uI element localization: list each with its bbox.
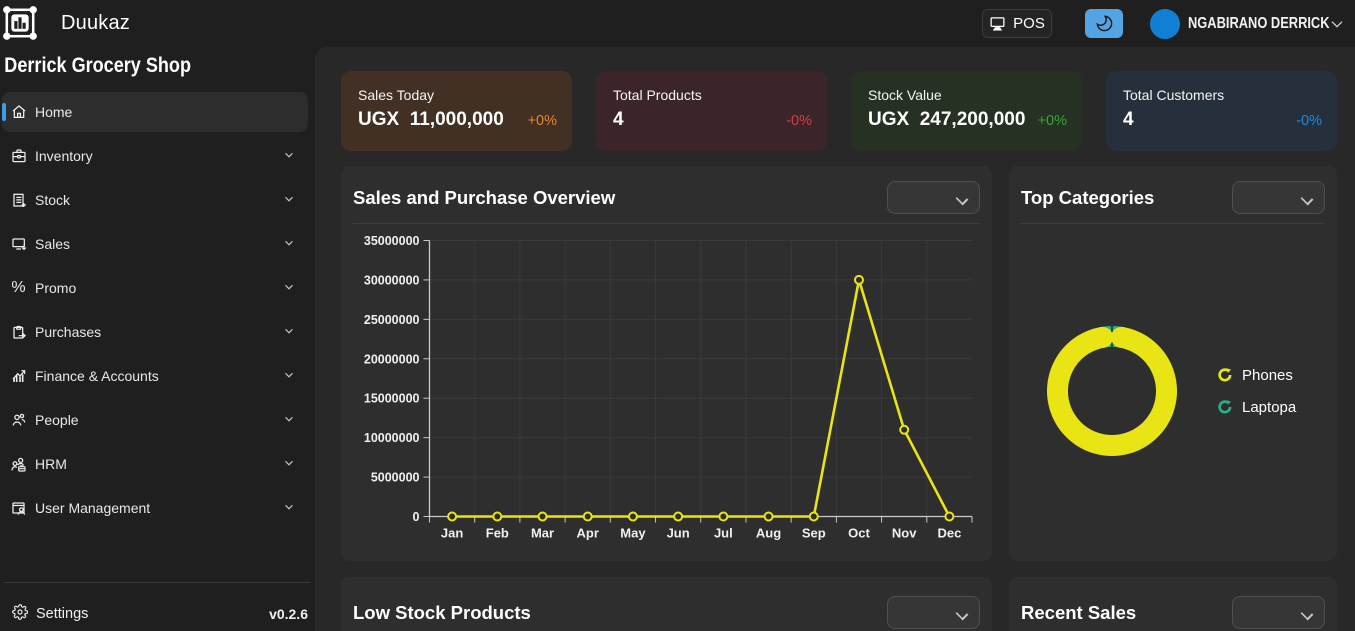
- svg-text:Sep: Sep: [802, 526, 826, 541]
- svg-text:Apr: Apr: [577, 526, 599, 541]
- svg-text:Jan: Jan: [441, 526, 463, 541]
- svg-text:Jul: Jul: [714, 526, 733, 541]
- svg-text:20000000: 20000000: [364, 352, 420, 366]
- svg-text:25000000: 25000000: [364, 313, 420, 327]
- svg-text:Jun: Jun: [667, 526, 690, 541]
- svg-text:May: May: [620, 526, 646, 541]
- svg-text:0: 0: [413, 510, 420, 524]
- svg-text:35000000: 35000000: [364, 234, 420, 248]
- svg-text:Nov: Nov: [892, 526, 917, 541]
- svg-text:Dec: Dec: [937, 526, 961, 541]
- svg-text:5000000: 5000000: [371, 471, 420, 485]
- svg-text:15000000: 15000000: [364, 392, 420, 406]
- svg-text:Mar: Mar: [531, 526, 554, 541]
- svg-text:10000000: 10000000: [364, 431, 420, 445]
- svg-text:Aug: Aug: [756, 526, 781, 541]
- svg-text:30000000: 30000000: [364, 273, 420, 287]
- svg-text:Oct: Oct: [848, 526, 870, 541]
- svg-text:Feb: Feb: [486, 526, 509, 541]
